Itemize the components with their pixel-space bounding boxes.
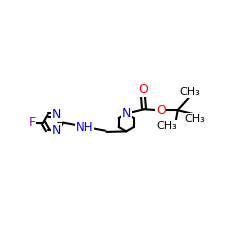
Text: N: N — [52, 108, 61, 121]
Text: N: N — [52, 124, 61, 137]
Text: CH₃: CH₃ — [156, 121, 177, 131]
Text: O: O — [138, 83, 148, 96]
Text: O: O — [156, 104, 166, 117]
Text: NH: NH — [76, 121, 94, 134]
Text: CH₃: CH₃ — [184, 114, 205, 124]
Text: N: N — [122, 107, 131, 120]
Text: CH₃: CH₃ — [180, 88, 201, 98]
Text: F: F — [28, 116, 36, 129]
